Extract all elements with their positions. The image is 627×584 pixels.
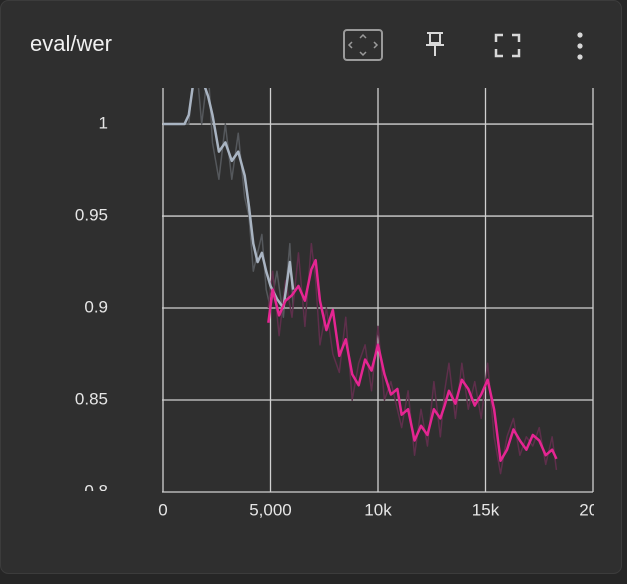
fit-domain-button[interactable]: [343, 29, 383, 61]
x-axis: 0 5,000 10k 15k 20k: [158, 500, 607, 519]
y-tick-label: 0.8: [84, 481, 108, 500]
series-line: [267, 258, 558, 462]
y-tick-label: 0.95: [75, 206, 108, 225]
y-tick-label: 1: [99, 114, 108, 133]
x-tick-label: 0: [158, 500, 167, 519]
y-tick-label: 0.9: [84, 298, 108, 317]
chart-title: eval/wer: [30, 31, 112, 56]
more-menu-button[interactable]: [577, 32, 583, 60]
y-tick-label: 0.85: [75, 389, 108, 408]
x-tick-label: 15k: [472, 500, 500, 519]
x-tick-label: 10k: [364, 500, 392, 519]
y-axis: 0.8 0.85 0.9 0.95 1: [75, 114, 108, 500]
grid: [162, 88, 594, 493]
x-tick-label: 20k: [579, 500, 607, 519]
fullscreen-button[interactable]: [494, 33, 521, 58]
plot-area: [163, 88, 558, 475]
pin-button[interactable]: [426, 32, 444, 56]
x-tick-label: 5,000: [249, 500, 292, 519]
card: [0, 0, 622, 574]
